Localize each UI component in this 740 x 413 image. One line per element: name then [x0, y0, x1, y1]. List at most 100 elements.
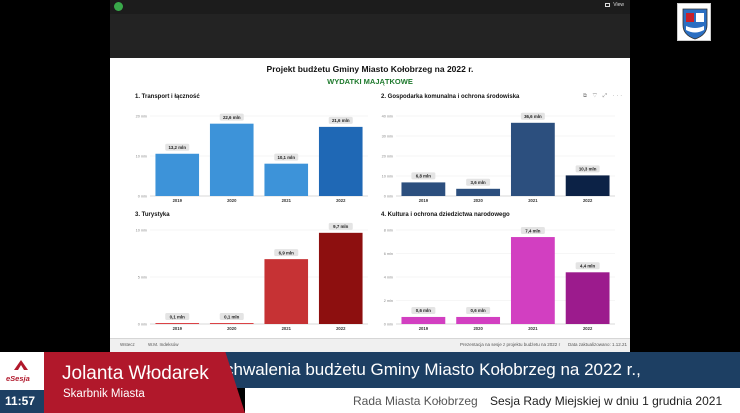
presentation-name: Prezentacja na sesje z projektu budżetu …: [460, 342, 561, 347]
back-button[interactable]: Wstecz: [120, 342, 135, 347]
meeting-toolbar: View: [110, 0, 630, 14]
bar: [510, 237, 555, 324]
bar: [401, 316, 446, 324]
x-tick-label: 2019: [173, 326, 183, 331]
speaker-name: Jolanta Włodarek: [62, 363, 209, 384]
x-tick-label: 2021: [528, 198, 538, 203]
esesja-logo: eSesja: [0, 352, 44, 390]
chart-title: 4. Kultura i ochrona dziedzictwa narodow…: [381, 212, 510, 218]
x-tick-label: 2022: [336, 198, 346, 203]
x-tick-label: 2021: [282, 198, 292, 203]
city-crest-logo: [677, 3, 711, 41]
y-tick-label: 0 mln: [384, 195, 393, 199]
x-tick-label: 2021: [282, 326, 292, 331]
y-tick-label: 2 mln: [384, 299, 393, 303]
x-tick-label: 2022: [336, 326, 346, 331]
footer-bar: [245, 388, 740, 413]
data-label: 22,6 mln: [223, 115, 241, 120]
data-label-bg: [575, 262, 600, 270]
data-label-bg: [219, 313, 244, 321]
data-label: 21,6 mln: [332, 118, 350, 123]
y-tick-label: 10 mln: [136, 229, 147, 233]
updated-date: Data zaktualizowano: 1.12.21: [568, 342, 628, 347]
data-label-bg: [328, 116, 353, 124]
bar: [264, 163, 309, 196]
x-tick-label: 2020: [473, 198, 483, 203]
data-label-bg: [219, 113, 244, 121]
esesja-brand: eSesja: [6, 374, 30, 383]
x-tick-label: 2019: [419, 326, 429, 331]
y-tick-label: 5 mln: [138, 276, 147, 280]
y-tick-label: 20 mln: [136, 115, 147, 119]
presentation-slide: Projekt budżetu Gminy Miasto Kołobrzeg n…: [110, 58, 630, 338]
nav-dropdown[interactable]: W.M. Indeksów: [148, 342, 179, 347]
x-tick-label: 2021: [528, 326, 538, 331]
y-tick-label: 10 mln: [382, 175, 393, 179]
chart-title: 3. Turystyka: [135, 212, 170, 218]
data-label-bg: [466, 306, 491, 314]
data-label: 10,3 mln: [579, 167, 597, 172]
data-label-bg: [411, 172, 436, 180]
data-label: 4,4 mln: [580, 264, 595, 269]
y-tick-label: 30 mln: [382, 135, 393, 139]
y-tick-label: 6 mln: [384, 252, 393, 256]
bar: [155, 323, 200, 324]
x-tick-label: 2019: [173, 198, 183, 203]
clock-time: 11:57: [5, 394, 36, 408]
chart-toolbar: ⧉ ▽ ⤢ ···: [583, 93, 625, 99]
data-label-bg: [274, 153, 299, 161]
x-tick-label: 2022: [583, 326, 593, 331]
ticker-text: chwalenia budżetu Gminy Miasto Kołobrzeg…: [225, 360, 641, 379]
bar: [264, 259, 309, 324]
clock-panel: [0, 390, 44, 413]
data-label-bg: [466, 178, 491, 186]
slide-title: Projekt budżetu Gminy Miasto Kołobrzeg n…: [266, 64, 474, 74]
data-label-bg: [274, 249, 299, 257]
data-label-bg: [520, 112, 545, 120]
bar: [456, 188, 501, 196]
data-label-bg: [411, 306, 436, 314]
bar: [209, 323, 254, 324]
slide-subtitle: WYDATKI MAJĄTKOWE: [327, 77, 413, 86]
speaker-role: Skarbnik Miasta: [63, 388, 145, 400]
news-ticker: chwalenia budżetu Gminy Miasto Kołobrzeg…: [215, 352, 740, 388]
data-label: 0,1 mln: [224, 314, 239, 319]
chart-title: 1. Transport i łączność: [135, 94, 200, 100]
x-tick-label: 2020: [473, 326, 483, 331]
data-label-bg: [520, 227, 545, 235]
y-tick-label: 0 mln: [384, 323, 393, 327]
council-name: Rada Miasta Kołobrzeg: [353, 394, 478, 408]
bar: [565, 175, 610, 196]
data-label-bg: [165, 313, 190, 321]
y-tick-label: 20 mln: [382, 155, 393, 159]
bar: [318, 126, 363, 196]
y-tick-label: 40 mln: [382, 115, 393, 119]
bar: [318, 232, 363, 324]
session-info: Sesja Rady Miejskiej w dniu 1 grudnia 20…: [490, 394, 723, 408]
bar: [565, 272, 610, 324]
data-label: 13,2 mln: [168, 145, 186, 150]
data-label-bg: [165, 143, 190, 151]
view-button[interactable]: View: [605, 2, 624, 8]
view-icon: [605, 2, 611, 7]
data-label: 0,6 mln: [471, 308, 486, 313]
data-label-bg: [575, 165, 600, 173]
x-tick-label: 2022: [583, 198, 593, 203]
y-tick-label: 8 mln: [384, 229, 393, 233]
x-tick-label: 2020: [227, 326, 237, 331]
data-label: 7,4 mln: [525, 228, 540, 233]
x-tick-label: 2020: [227, 198, 237, 203]
video-area: [110, 14, 630, 58]
data-label: 10,1 mln: [277, 155, 295, 160]
y-tick-label: 0 mln: [138, 323, 147, 327]
y-tick-label: 10 mln: [136, 155, 147, 159]
charts-area: 1. Transport i łączność 0 mln 10 mln 20 mln…: [135, 94, 615, 331]
data-label: 6,9 mln: [279, 250, 294, 255]
bar: [209, 123, 254, 196]
presentation-statusbar: Wstecz W.M. Indeksów Prezentacja na sesj…: [110, 338, 630, 352]
data-label: 0,6 mln: [416, 308, 431, 313]
bar: [401, 182, 446, 196]
chart-title: 2. Gospodarka komunalna i ochrona środow…: [381, 94, 520, 100]
data-label: 3,6 mln: [471, 180, 486, 185]
